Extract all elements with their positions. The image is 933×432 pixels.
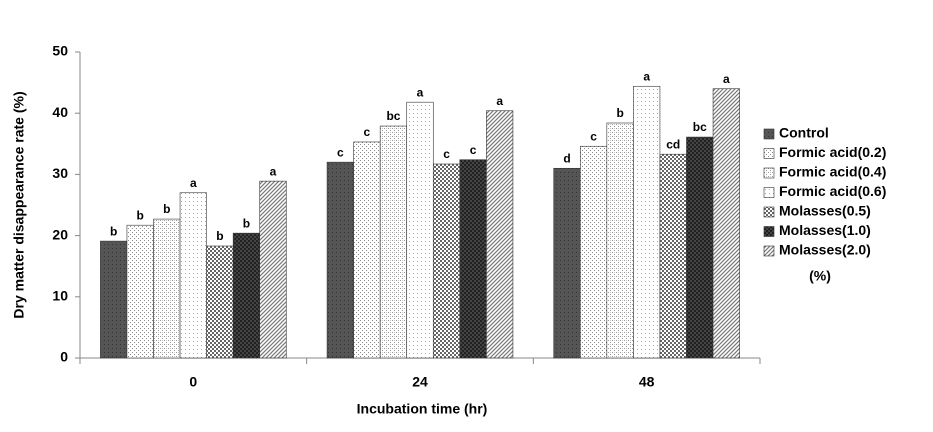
y-tick-label: 0 — [60, 349, 68, 365]
y-tick-label: 20 — [52, 226, 68, 242]
significance-letter: b — [616, 106, 623, 120]
significance-letter: b — [243, 216, 250, 230]
bar — [126, 224, 154, 359]
legend-swatch — [763, 226, 775, 237]
significance-letter: a — [643, 69, 650, 83]
bar — [633, 85, 661, 359]
bar — [659, 153, 687, 359]
bar — [179, 192, 207, 359]
y-tick-label: 10 — [52, 288, 68, 304]
bar — [459, 159, 487, 359]
legend-swatch — [763, 187, 775, 198]
significance-letter: d — [563, 151, 570, 165]
bar — [100, 240, 128, 359]
bar — [579, 145, 608, 359]
y-axis-label: Dry matter disappearance rate (%) — [11, 91, 27, 318]
significance-letter: b — [216, 229, 223, 243]
significance-letter: a — [190, 176, 197, 190]
significance-letter: bc — [693, 120, 707, 134]
legend-swatch — [763, 128, 775, 140]
bar — [232, 232, 261, 359]
significance-letter: c — [364, 125, 371, 139]
x-axis-label: Incubation time (hr) — [357, 401, 488, 417]
bar — [153, 218, 181, 359]
x-tick-label: 24 — [412, 374, 428, 390]
significance-letter: cd — [666, 137, 680, 151]
legend-label: Molasses(0.5) — [779, 203, 871, 219]
significance-letter: a — [496, 94, 503, 108]
bar — [432, 163, 461, 359]
bar — [712, 88, 740, 359]
bar — [606, 122, 634, 359]
x-tick-label: 48 — [639, 374, 655, 390]
legend-label: Formic acid(0.2) — [779, 144, 886, 160]
significance-letter: c — [470, 143, 477, 157]
significance-letter: c — [337, 145, 344, 159]
legend-label: Molasses(1.0) — [779, 222, 871, 238]
y-tick-label: 40 — [52, 104, 68, 120]
legend-label: Formic acid(0.6) — [779, 183, 886, 199]
legend-swatch — [763, 148, 775, 159]
significance-letter: bc — [386, 109, 400, 123]
x-tick-label: 0 — [189, 374, 197, 390]
legend-swatch — [763, 167, 775, 179]
bar — [553, 167, 581, 359]
bar — [259, 180, 287, 359]
legend-note: (%) — [809, 268, 831, 284]
bar — [326, 161, 354, 359]
bar — [379, 125, 408, 359]
bar — [406, 101, 434, 359]
y-tick-label: 50 — [52, 43, 68, 59]
bar — [353, 141, 381, 359]
bar — [206, 245, 234, 359]
y-tick-label: 30 — [52, 165, 68, 181]
significance-letter: c — [590, 129, 597, 143]
significance-letter: b — [110, 224, 117, 238]
bar — [486, 110, 514, 359]
legend-swatch — [763, 206, 775, 218]
legend-label: Formic acid(0.4) — [779, 164, 886, 180]
legend-swatch — [763, 245, 775, 257]
significance-letter: a — [723, 72, 730, 86]
legend-label: Molasses(2.0) — [779, 242, 871, 258]
significance-letter: b — [163, 202, 170, 216]
significance-letter: a — [417, 85, 424, 99]
bar — [686, 136, 714, 359]
significance-letter: b — [137, 208, 144, 222]
significance-letter: a — [270, 164, 277, 178]
legend-label: Control — [779, 125, 829, 141]
significance-letter: c — [443, 147, 450, 161]
